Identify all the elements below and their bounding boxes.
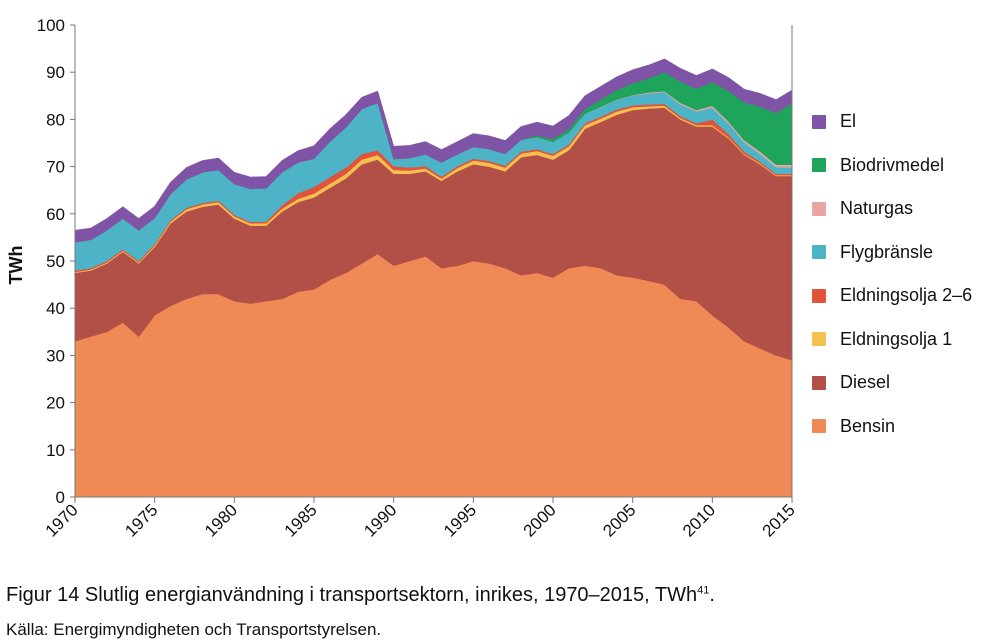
y-axis-label: TWh [6, 246, 26, 285]
legend-label: Naturgas [840, 198, 914, 219]
legend-swatch [812, 201, 826, 216]
legend-item-1: Biodrivmedel [812, 144, 972, 188]
x-tick-label-7: 2005 [599, 500, 639, 540]
legend-item-6: Diesel [812, 361, 972, 405]
y-tick-label-5: 50 [46, 252, 65, 271]
legend-label: Eldningsolja 1 [840, 328, 953, 349]
legend-label: Diesel [840, 372, 891, 393]
x-tick-label-5: 1995 [440, 500, 480, 540]
legend-item-2: Naturgas [812, 187, 972, 231]
legend-label: Flygbränsle [840, 241, 934, 262]
y-tick-label-10: 100 [37, 16, 65, 35]
y-tick-label-4: 40 [46, 299, 65, 318]
legend-label: El [840, 111, 857, 132]
legend-swatch [812, 288, 826, 303]
x-tick-label-9: 2015 [759, 500, 799, 540]
x-tick-label-4: 1990 [360, 500, 400, 540]
stacked-area-chart: 0 10 20 30 40 50 60 70 80 90 100 1970 1975 1980 1985 19… [6, 16, 799, 541]
legend-label: Biodrivmedel [840, 154, 945, 175]
y-tick-label-2: 20 [46, 394, 65, 413]
y-tick-label-3: 30 [46, 346, 65, 365]
legend-item-3: Flygbränsle [812, 231, 972, 275]
area-layers [74, 58, 793, 498]
legend-label: Eldningsolja 2–6 [840, 285, 973, 306]
y-tick-label-6: 60 [46, 205, 65, 224]
legend-item-0: El [812, 100, 972, 144]
legend-swatch [812, 375, 826, 390]
legend-swatch [812, 245, 826, 260]
legend-label: Bensin [840, 415, 896, 436]
legend-item-5: Eldningsolja 1 [812, 318, 972, 362]
caption-text: Figur 14 Slutlig energianvändning i tran… [6, 584, 698, 606]
legend-item-4: Eldningsolja 2–6 [812, 274, 972, 318]
y-tick-label-0: 0 [56, 488, 65, 507]
figure-caption: Figur 14 Slutlig energianvändning i tran… [6, 584, 715, 607]
source-note: Källa: Energimyndigheten och Transportst… [6, 620, 382, 639]
y-tick-label-8: 80 [46, 110, 65, 129]
x-tick-label-2: 1980 [201, 500, 241, 540]
x-tick-label-6: 2000 [520, 500, 560, 540]
legend: El Biodrivmedel Naturgas Flygbränsle Eldning… [812, 100, 972, 448]
legend-item-7: Bensin [812, 405, 972, 449]
y-tick-label-9: 90 [46, 63, 65, 82]
legend-swatch [812, 419, 826, 434]
legend-swatch [812, 158, 826, 173]
y-tick-label-7: 70 [46, 158, 65, 177]
y-tick-label-1: 10 [46, 441, 65, 460]
legend-swatch [812, 114, 826, 129]
x-tick-label-3: 1985 [281, 500, 321, 540]
x-tick-label-8: 2010 [679, 500, 719, 540]
legend-swatch [812, 332, 826, 347]
x-tick-label-0: 1970 [42, 500, 82, 540]
caption-footnote: 41 [697, 584, 710, 597]
x-tick-label-1: 1975 [121, 500, 161, 540]
caption-end: . [709, 584, 715, 606]
